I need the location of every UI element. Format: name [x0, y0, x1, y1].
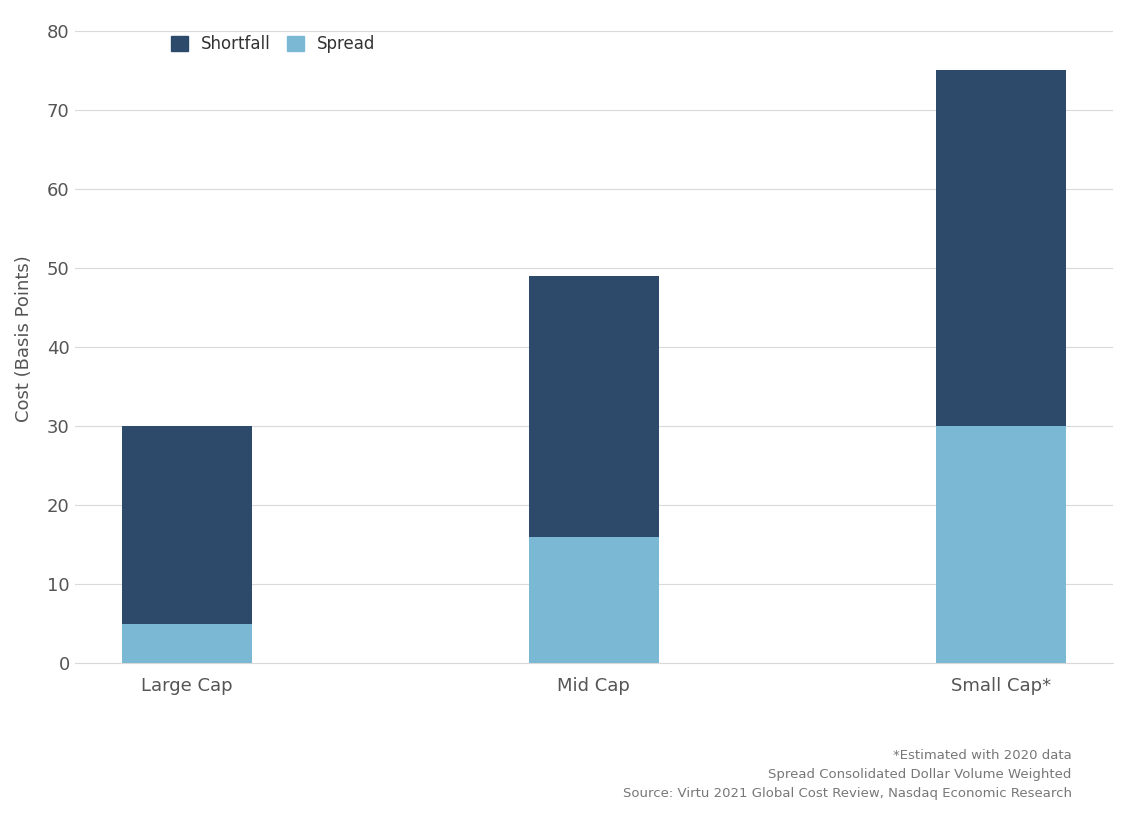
Bar	[122, 426, 252, 663]
Legend: Shortfall, Spread: Shortfall, Spread	[166, 30, 381, 58]
Bar	[122, 623, 252, 663]
Bar	[529, 276, 659, 663]
Bar	[529, 537, 659, 663]
Bar	[935, 426, 1066, 663]
Bar	[935, 70, 1066, 663]
Y-axis label: Cost (Basis Points): Cost (Basis Points)	[15, 255, 33, 423]
Text: *Estimated with 2020 data
Spread Consolidated Dollar Volume Weighted
Source: Vir: *Estimated with 2020 data Spread Consoli…	[623, 749, 1072, 800]
